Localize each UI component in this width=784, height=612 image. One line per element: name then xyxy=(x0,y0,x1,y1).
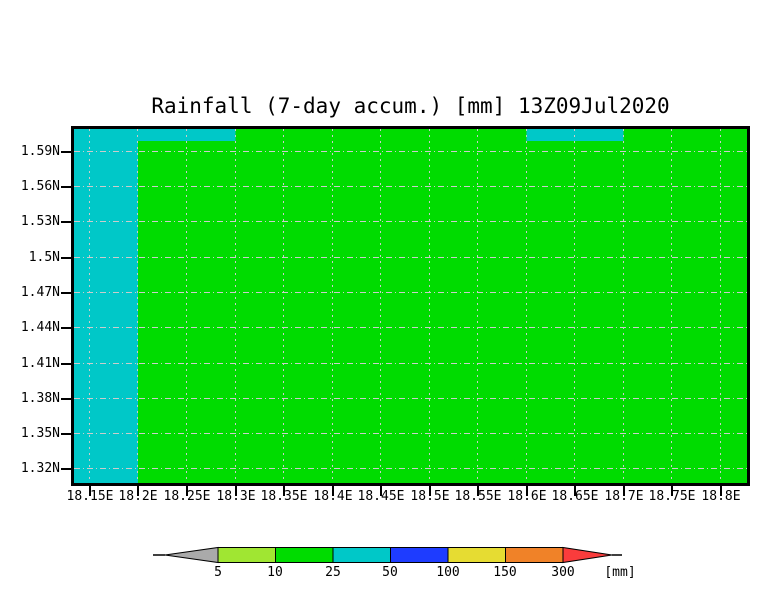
colorbar-arrow-above-300 xyxy=(562,546,613,564)
colorbar-segment-150-300 xyxy=(505,547,564,563)
y-axis-label: 1.44N xyxy=(20,320,60,335)
x-axis-label: 18.55E xyxy=(454,489,502,504)
colorbar-label: 150 xyxy=(493,565,517,580)
x-axis-label: 18.6E xyxy=(507,489,547,504)
x-tick xyxy=(477,486,479,496)
colorbar-segment-5-10 xyxy=(217,547,276,563)
colorbar xyxy=(145,545,630,565)
map-canvas xyxy=(74,129,747,483)
y-axis-label: 1.56N xyxy=(20,179,60,194)
y-axis-label: 1.47N xyxy=(20,285,60,300)
colorbar-arrow-below-5 xyxy=(164,546,219,564)
colorbar-label: 300 xyxy=(551,565,575,580)
y-tick xyxy=(61,433,71,435)
x-axis-label: 18.15E xyxy=(66,489,114,504)
x-tick xyxy=(332,486,334,496)
colorbar-label: 50 xyxy=(382,565,398,580)
x-tick xyxy=(720,486,722,496)
x-axis-label: 18.35E xyxy=(260,489,308,504)
colorbar-label: 100 xyxy=(436,565,460,580)
x-axis-label: 18.8E xyxy=(701,489,741,504)
y-tick xyxy=(61,151,71,153)
chart-title: Rainfall (7-day accum.) [mm] 13Z09Jul202… xyxy=(151,94,670,118)
y-tick xyxy=(61,327,71,329)
colorbar-label: 10 xyxy=(267,565,283,580)
x-axis-label: 18.7E xyxy=(604,489,644,504)
y-axis-label: 1.53N xyxy=(20,214,60,229)
y-axis-label: 1.41N xyxy=(20,356,60,371)
y-tick xyxy=(61,363,71,365)
x-tick xyxy=(186,486,188,496)
x-tick xyxy=(429,486,431,496)
colorbar-segment-100-150 xyxy=(447,547,506,563)
x-axis-label: 18.65E xyxy=(551,489,599,504)
x-tick xyxy=(574,486,576,496)
x-tick xyxy=(89,486,91,496)
rain-fill-10-25 xyxy=(74,129,747,483)
x-tick xyxy=(671,486,673,496)
x-tick xyxy=(283,486,285,496)
colorbar-canvas xyxy=(153,546,622,564)
x-tick xyxy=(137,486,139,496)
y-axis-label: 1.35N xyxy=(20,426,60,441)
colorbar-unit-label: [mm] xyxy=(604,565,636,580)
y-tick xyxy=(61,257,71,259)
colorbar-segment-50-100 xyxy=(390,547,449,563)
x-axis-label: 18.5E xyxy=(410,489,450,504)
x-tick xyxy=(526,486,528,496)
x-axis-label: 18.45E xyxy=(357,489,405,504)
y-tick xyxy=(61,398,71,400)
y-axis-label: 1.32N xyxy=(20,461,60,476)
map-plot-area xyxy=(71,126,750,486)
colorbar-segment-25-50 xyxy=(332,547,391,563)
x-tick xyxy=(623,486,625,496)
colorbar-segment-10-25 xyxy=(275,547,334,563)
x-axis-label: 18.3E xyxy=(216,489,256,504)
y-axis-label: 1.5N xyxy=(28,250,60,265)
x-axis-label: 18.75E xyxy=(648,489,696,504)
x-tick xyxy=(235,486,237,496)
colorbar-label: 5 xyxy=(214,565,222,580)
colorbar-label: 25 xyxy=(325,565,341,580)
x-axis-label: 18.25E xyxy=(163,489,211,504)
y-axis-label: 1.38N xyxy=(20,391,60,406)
x-axis-label: 18.4E xyxy=(313,489,353,504)
y-tick xyxy=(61,186,71,188)
y-tick xyxy=(61,221,71,223)
rain-fill-25-50-west-column xyxy=(74,129,138,483)
y-tick xyxy=(61,468,71,470)
x-axis-label: 18.2E xyxy=(118,489,158,504)
x-tick xyxy=(380,486,382,496)
y-axis-label: 1.59N xyxy=(20,144,60,159)
y-tick xyxy=(61,292,71,294)
